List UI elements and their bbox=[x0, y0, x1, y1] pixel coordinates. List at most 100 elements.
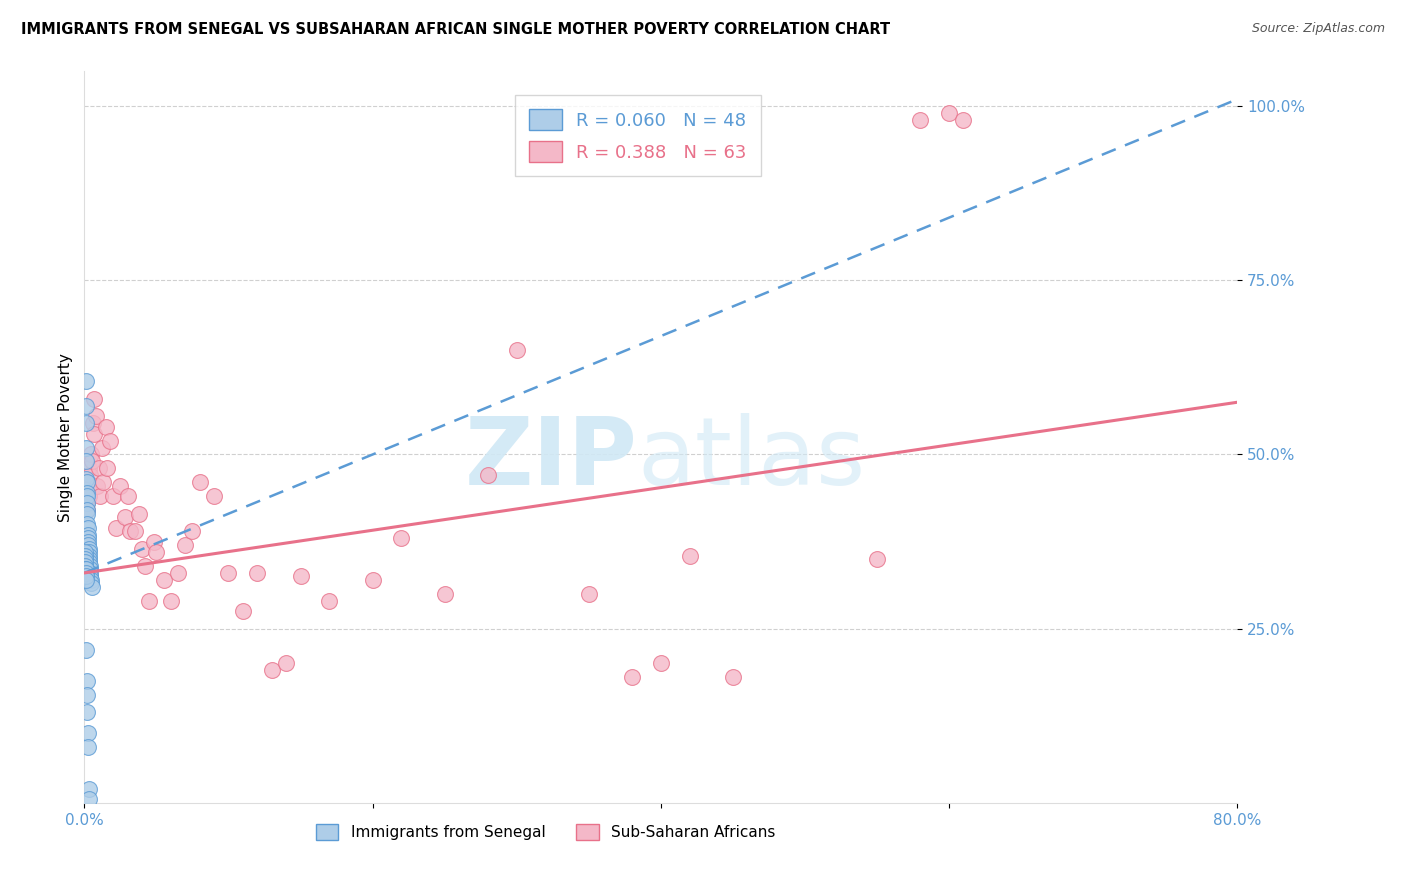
Point bbox=[167, 566, 190, 580]
Point bbox=[79, 569, 101, 583]
Point bbox=[76, 503, 98, 517]
Point bbox=[83, 392, 105, 406]
Point bbox=[75, 441, 97, 455]
Point bbox=[77, 781, 100, 796]
Point bbox=[75, 642, 97, 657]
Point bbox=[578, 587, 600, 601]
Point bbox=[477, 468, 499, 483]
Point bbox=[77, 545, 100, 559]
Point bbox=[181, 524, 204, 538]
Point bbox=[910, 113, 932, 128]
Point bbox=[75, 562, 97, 576]
Point bbox=[75, 556, 97, 570]
Point bbox=[120, 524, 142, 538]
Point bbox=[75, 566, 97, 580]
Point bbox=[79, 792, 101, 806]
Point bbox=[79, 556, 101, 570]
Point bbox=[94, 419, 117, 434]
Point bbox=[83, 426, 105, 441]
Text: ZIP: ZIP bbox=[465, 413, 638, 505]
Point bbox=[80, 448, 103, 462]
Point bbox=[76, 705, 98, 719]
Point bbox=[134, 558, 156, 573]
Point bbox=[506, 343, 529, 357]
Point bbox=[79, 461, 101, 475]
Point bbox=[202, 489, 225, 503]
Point bbox=[318, 594, 340, 608]
Point bbox=[79, 552, 101, 566]
Point bbox=[79, 558, 101, 573]
Point bbox=[76, 503, 98, 517]
Point bbox=[75, 573, 97, 587]
Point bbox=[75, 472, 97, 486]
Point bbox=[76, 527, 98, 541]
Point bbox=[188, 475, 211, 490]
Point bbox=[77, 531, 100, 545]
Point bbox=[75, 399, 97, 413]
Point bbox=[952, 113, 974, 128]
Point bbox=[145, 545, 167, 559]
Point bbox=[124, 524, 146, 538]
Point bbox=[79, 562, 101, 576]
Point bbox=[152, 573, 174, 587]
Point bbox=[80, 576, 103, 591]
Point bbox=[75, 375, 97, 389]
Point bbox=[361, 573, 384, 587]
Point bbox=[76, 496, 98, 510]
Point bbox=[105, 521, 128, 535]
Point bbox=[76, 496, 98, 510]
Point bbox=[128, 507, 150, 521]
Point bbox=[75, 545, 97, 559]
Point bbox=[276, 657, 298, 671]
Point bbox=[142, 534, 165, 549]
Point bbox=[174, 538, 197, 552]
Point bbox=[866, 552, 889, 566]
Point bbox=[103, 489, 124, 503]
Point bbox=[75, 562, 97, 576]
Point bbox=[110, 479, 132, 493]
Point bbox=[84, 409, 107, 424]
Point bbox=[80, 454, 103, 468]
Point bbox=[76, 517, 98, 532]
Point bbox=[76, 521, 98, 535]
Point bbox=[96, 461, 118, 475]
Point bbox=[246, 566, 269, 580]
Point bbox=[75, 531, 97, 545]
Point bbox=[232, 604, 254, 618]
Point bbox=[76, 688, 98, 702]
Point bbox=[91, 475, 114, 490]
Point bbox=[938, 106, 960, 120]
Point bbox=[391, 531, 413, 545]
Point bbox=[218, 566, 240, 580]
Point bbox=[117, 489, 139, 503]
Point bbox=[114, 510, 136, 524]
Point bbox=[77, 483, 100, 497]
Point bbox=[75, 558, 97, 573]
Point bbox=[80, 580, 103, 594]
Point bbox=[75, 552, 97, 566]
Point bbox=[90, 441, 112, 455]
Point bbox=[160, 594, 183, 608]
Point bbox=[138, 594, 160, 608]
Text: Source: ZipAtlas.com: Source: ZipAtlas.com bbox=[1251, 22, 1385, 36]
Point bbox=[721, 670, 744, 684]
Point bbox=[650, 657, 672, 671]
Point bbox=[621, 670, 644, 684]
Point bbox=[76, 726, 98, 740]
Point bbox=[77, 740, 100, 755]
Point bbox=[87, 461, 110, 475]
Point bbox=[89, 489, 111, 503]
Point bbox=[75, 454, 97, 468]
Point bbox=[77, 549, 100, 563]
Text: IMMIGRANTS FROM SENEGAL VS SUBSAHARAN AFRICAN SINGLE MOTHER POVERTY CORRELATION : IMMIGRANTS FROM SENEGAL VS SUBSAHARAN AF… bbox=[21, 22, 890, 37]
Point bbox=[75, 549, 97, 563]
Y-axis label: Single Mother Poverty: Single Mother Poverty bbox=[58, 352, 73, 522]
Legend: Immigrants from Senegal, Sub-Saharan Africans: Immigrants from Senegal, Sub-Saharan Afr… bbox=[309, 818, 782, 847]
Point bbox=[75, 569, 97, 583]
Point bbox=[75, 552, 97, 566]
Point bbox=[679, 549, 702, 563]
Point bbox=[98, 434, 121, 448]
Point bbox=[77, 489, 100, 503]
Point bbox=[76, 485, 98, 500]
Point bbox=[76, 507, 98, 521]
